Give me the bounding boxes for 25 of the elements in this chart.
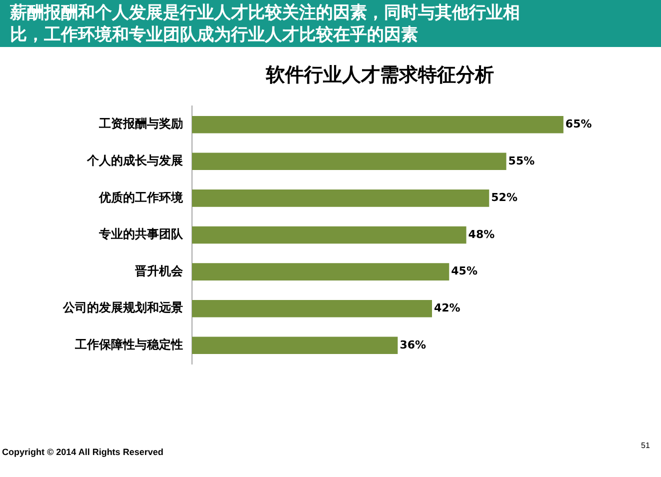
data-label: 52% — [491, 191, 518, 204]
chart-title: 软件行业人才需求特征分析 — [264, 63, 495, 88]
text: 51 — [641, 441, 650, 450]
y-tick-label: 晋升机会 — [134, 264, 184, 278]
data-label: 42% — [434, 301, 460, 314]
bar — [192, 336, 398, 354]
text: 薪酬报酬和个人发展是行业人才比较关注的因素，同时与其他行业相比，工作环境和专业团队成为行业人才比较在乎的因素 — [10, 2, 521, 46]
y-tick-label: 专业的共事团队 — [98, 227, 184, 242]
y-tick-label: 个人的成长与发展 — [86, 154, 183, 168]
bar — [192, 300, 432, 318]
data-label: 55% — [508, 154, 535, 168]
bar — [192, 152, 506, 170]
bar — [192, 116, 564, 134]
y-tick-label: 工资报酬与奖励 — [98, 116, 183, 131]
text: Copyright © 2014 All Rights Reserved — [2, 447, 164, 457]
data-label: 36% — [400, 338, 426, 352]
bar — [192, 226, 466, 244]
bar — [192, 190, 490, 207]
y-tick-label: 公司的发展规划和远景 — [62, 300, 183, 315]
data-label: 65% — [565, 117, 592, 130]
data-label: 48% — [468, 228, 495, 241]
y-tick-label: 工作保障性与稳定性 — [74, 338, 183, 352]
data-label: 45% — [451, 264, 478, 278]
bar — [192, 263, 450, 280]
y-tick-label: 优质的工作环境 — [98, 190, 184, 204]
